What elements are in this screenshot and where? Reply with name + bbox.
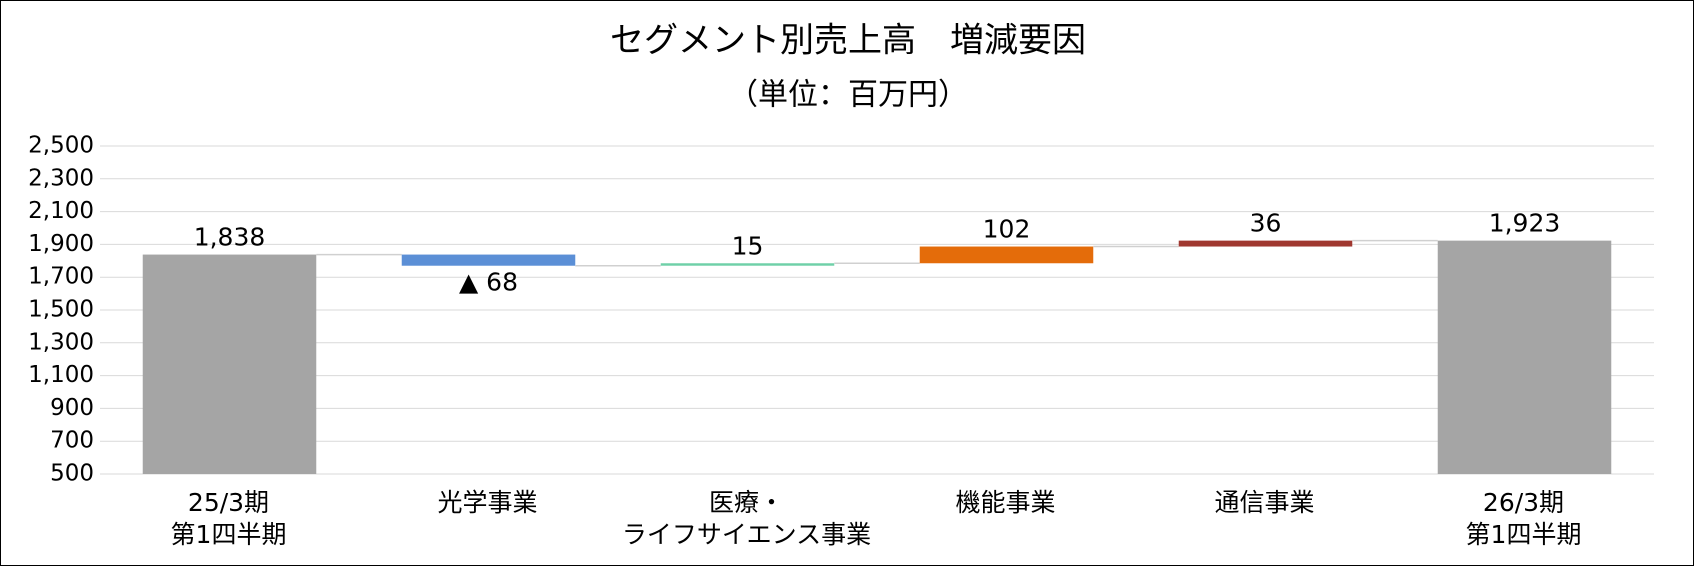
- value-label: ▲ 68: [459, 268, 518, 297]
- y-tick-label: 1,300: [28, 329, 94, 355]
- x-tick-label: 25/3期 第1四半期: [170, 488, 287, 549]
- y-tick-label: 1,500: [28, 297, 94, 323]
- y-tick-label: 1,700: [28, 264, 94, 290]
- y-tick-label: 500: [50, 461, 94, 487]
- x-tick-label: 機能事業: [955, 488, 1056, 517]
- value-label: 36: [1250, 209, 1282, 238]
- y-tick-label: 2,100: [28, 198, 94, 224]
- value-label: 1,923: [1489, 209, 1561, 238]
- bar: [660, 263, 835, 266]
- value-label: 1,838: [194, 223, 266, 252]
- chart-title: セグメント別売上高 増減要因: [610, 21, 1086, 61]
- y-tick-label: 1,100: [28, 362, 94, 388]
- x-tick-label: 光学事業: [437, 488, 538, 517]
- bar: [919, 246, 1094, 264]
- y-tick-label: 700: [50, 428, 94, 454]
- value-label: 102: [983, 215, 1031, 244]
- y-tick-label: 900: [50, 395, 94, 421]
- x-tick-label: 通信事業: [1214, 488, 1315, 517]
- y-tick-label: 2,500: [28, 133, 94, 159]
- x-tick-label: 医療・ ライフサイエンス事業: [621, 488, 872, 549]
- value-label: 15: [732, 231, 764, 260]
- x-tick-label: 26/3期 第1四半期: [1465, 488, 1582, 549]
- y-tick-label: 1,900: [28, 231, 94, 257]
- bar: [1178, 240, 1353, 247]
- bar: [142, 254, 317, 474]
- bar: [1437, 240, 1612, 474]
- bar: [401, 254, 576, 266]
- chart-subtitle: （単位：百万円）: [728, 78, 968, 113]
- y-tick-label: 2,300: [28, 165, 94, 191]
